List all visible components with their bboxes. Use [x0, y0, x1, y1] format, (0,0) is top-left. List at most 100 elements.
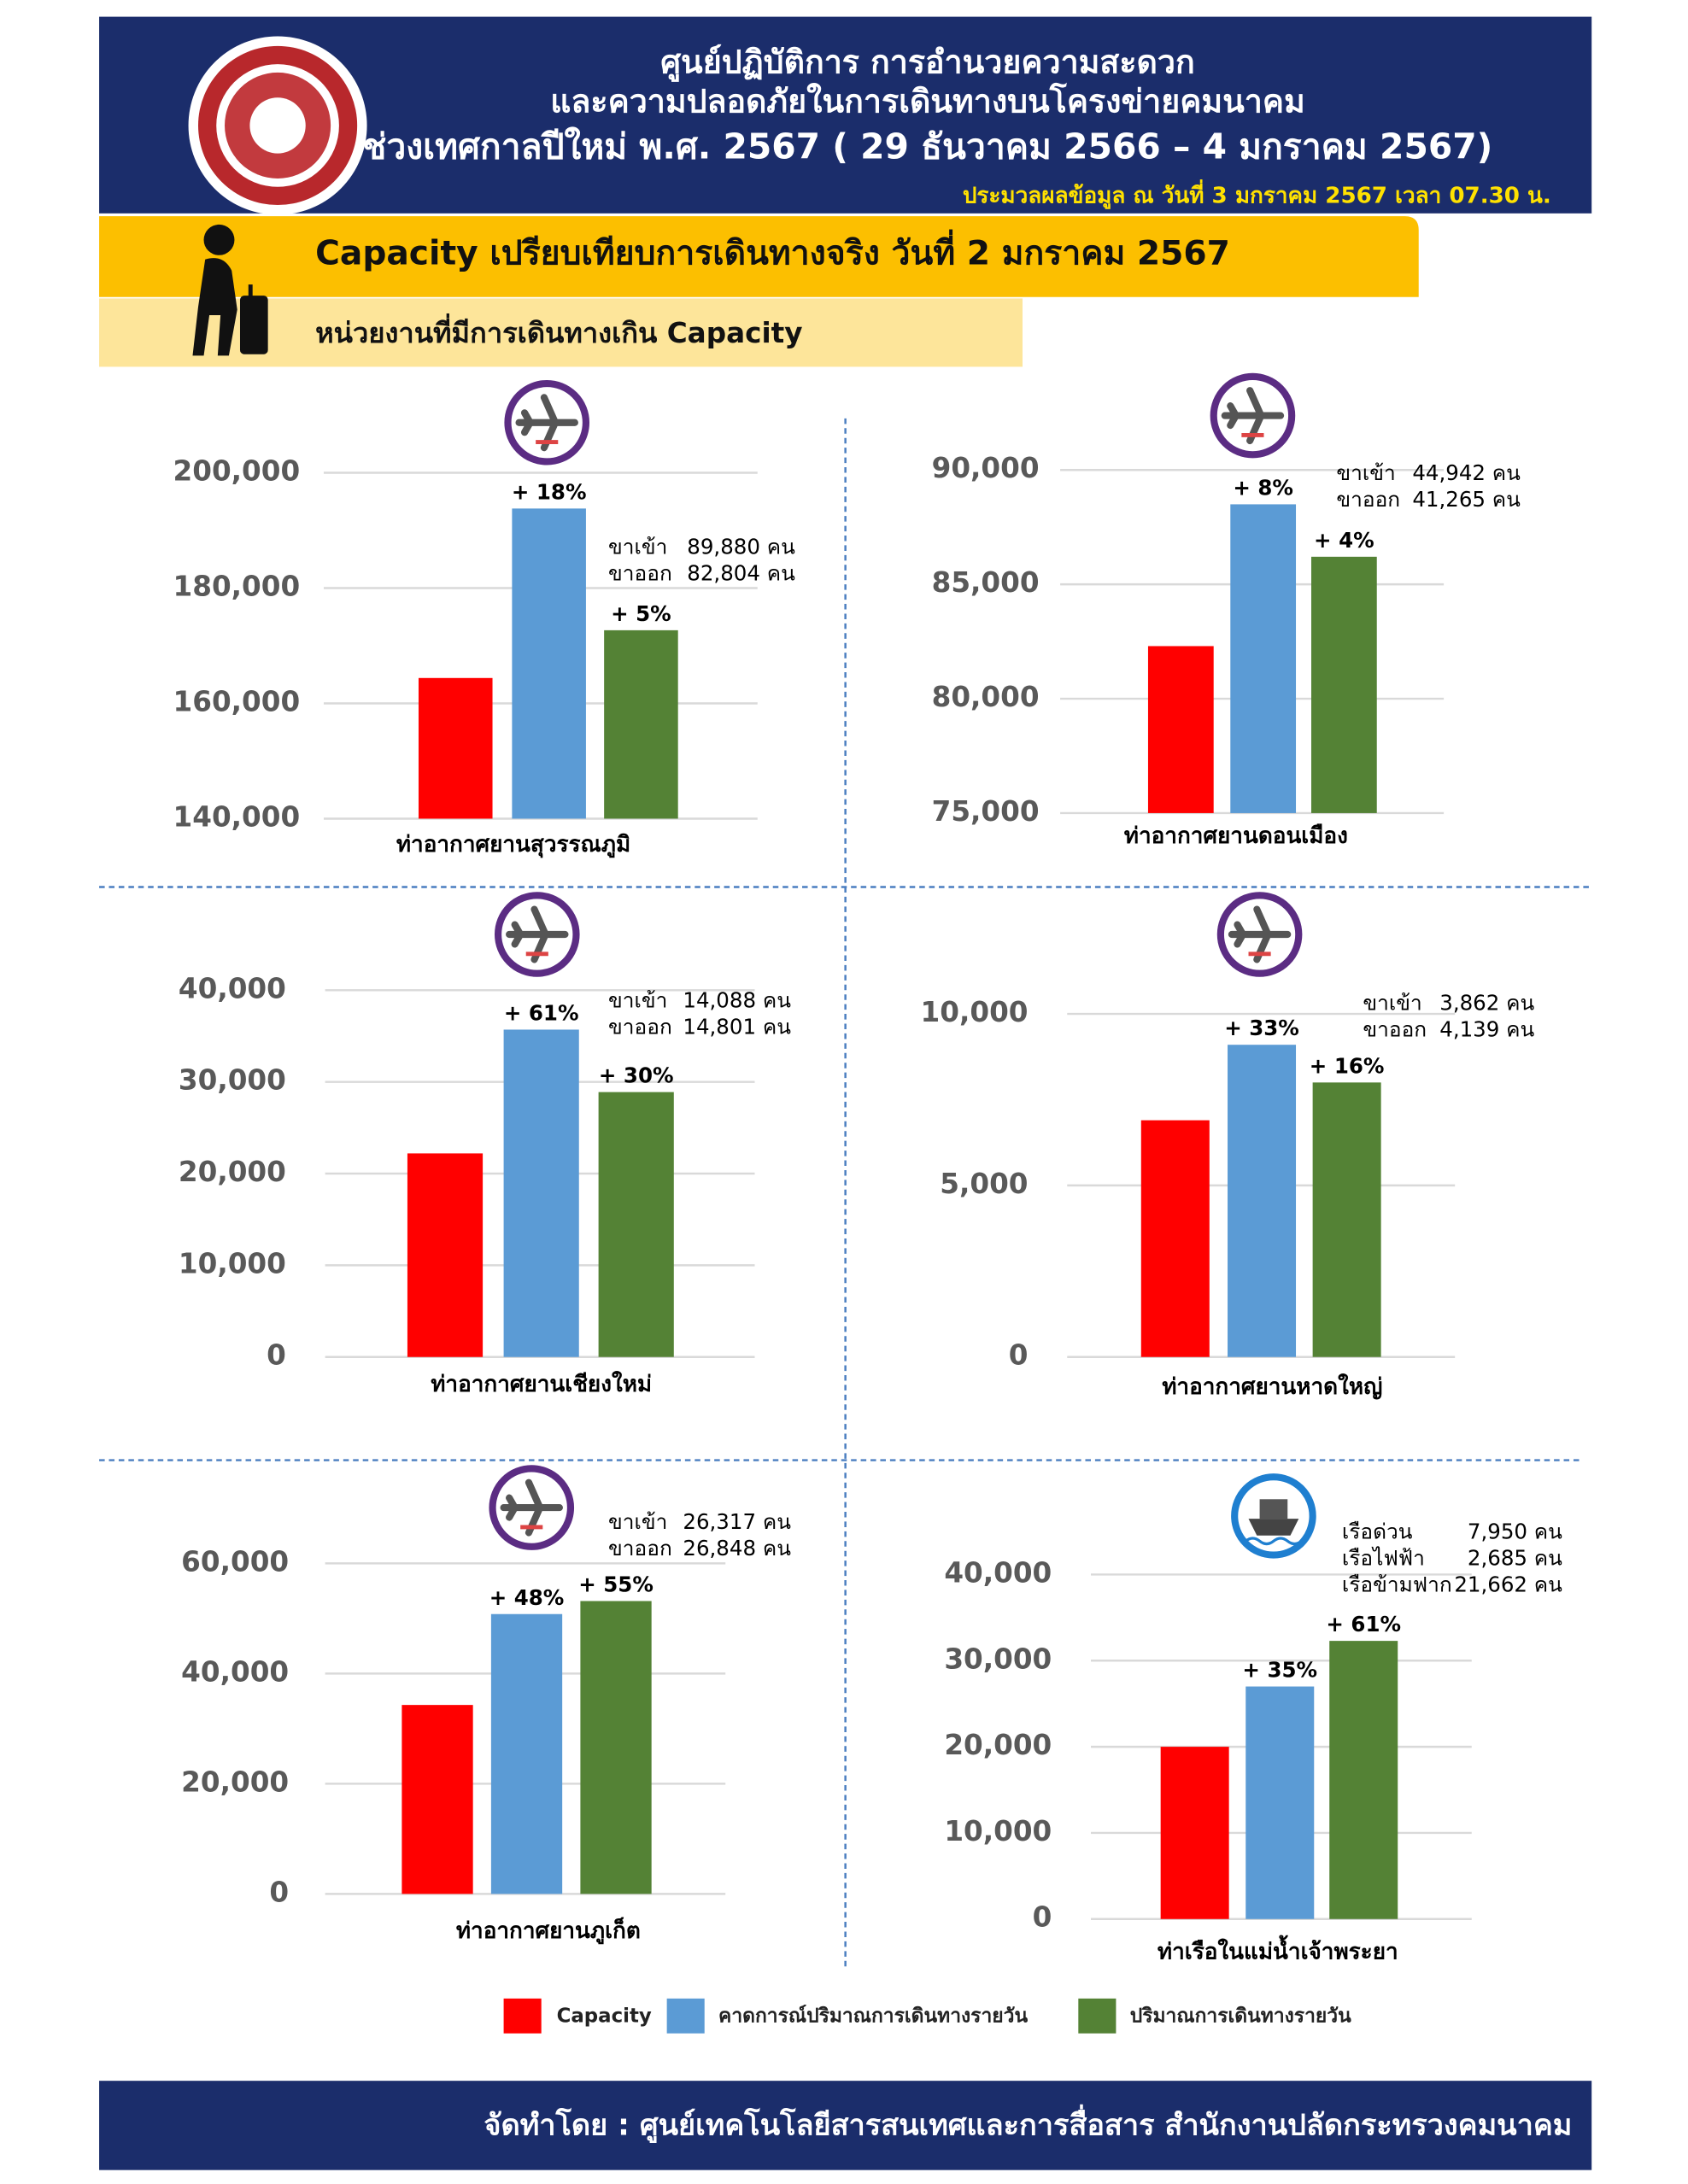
info-value: 44,942 คน	[1412, 460, 1521, 485]
bar	[604, 629, 678, 819]
plane	[1228, 905, 1292, 963]
bar	[512, 508, 586, 819]
info-label: เรือข้ามฟาก	[1342, 1572, 1452, 1597]
y-tick-label: 75,000	[932, 795, 1040, 828]
y-tick-label: 5,000	[940, 1168, 1028, 1200]
bar-note: + 55%	[578, 1572, 654, 1597]
y-tick-label: 85,000	[932, 566, 1040, 599]
chart-title: ท่าอากาศยานสุวรรณภูมิ	[396, 832, 630, 858]
info-label: เรือไฟฟ้า	[1342, 1545, 1425, 1570]
footer: จัดทำโดย : ศูนย์เทคโนโลยีสารสนเทศและการส…	[484, 2105, 1572, 2144]
info-value: 7,950 คน	[1468, 1519, 1562, 1543]
chart-title: ท่าเรือในแม่น้ำเจ้าพระยา	[1158, 1934, 1398, 1964]
y-tick-label: 0	[269, 1876, 289, 1908]
plane	[506, 905, 569, 963]
bar	[1245, 1686, 1315, 1919]
plane	[500, 1478, 563, 1537]
y-tick-label: 10,000	[921, 996, 1029, 1028]
logo	[188, 36, 367, 215]
legend-swatch	[666, 1998, 705, 2034]
bar	[1147, 646, 1214, 813]
info-label: ขาเข้า	[608, 1509, 667, 1534]
legend-swatch	[1078, 1998, 1117, 2034]
bar-note: + 4%	[1314, 528, 1374, 553]
water	[1245, 1537, 1303, 1546]
header-line: ศูนย์ปฏิบัติการ การอำนวยความสะดวก	[660, 44, 1195, 83]
info-label: ขาเข้า	[1363, 991, 1421, 1016]
y-tick-label: 10,000	[944, 1815, 1052, 1847]
info-value: 82,804 คน	[687, 561, 795, 586]
bar-note: + 18%	[512, 479, 587, 504]
plane	[515, 394, 578, 452]
y-tick-label: 140,000	[173, 800, 301, 833]
y-tick-label: 30,000	[944, 1642, 1052, 1675]
bar	[401, 1705, 473, 1894]
info-label: ขาออก	[608, 561, 672, 586]
y-tick-label: 90,000	[932, 452, 1040, 484]
chart-title: ท่าอากาศยานดอนเมือง	[1124, 823, 1348, 849]
banner	[99, 216, 1419, 297]
header-line: ช่วงเทศกาลปีใหม่ พ.ศ. 2567 ( 29 ธันวาคม …	[363, 126, 1493, 167]
y-tick-label: 0	[1009, 1339, 1029, 1372]
bar	[1230, 504, 1297, 813]
info-label: เรือด่วน	[1342, 1519, 1413, 1543]
bar	[1310, 556, 1377, 813]
icon	[1231, 1473, 1316, 1559]
bar	[598, 1092, 674, 1357]
legend-label: คาดการณ์ปริมาณการเดินทางรายวัน	[718, 2005, 1028, 2028]
y-tick-label: 40,000	[179, 972, 286, 1004]
boat-cabin	[1259, 1499, 1288, 1519]
bar-note: + 16%	[1310, 1053, 1385, 1078]
y-tick-label: 180,000	[173, 571, 301, 603]
footer-band	[99, 2081, 1592, 2170]
info-value: 14,801 คน	[683, 1014, 791, 1039]
bar	[418, 677, 493, 819]
bar-note: + 48%	[489, 1585, 565, 1610]
y-tick-label: 0	[267, 1339, 286, 1372]
bar-note: + 33%	[1224, 1016, 1299, 1040]
y-tick-label: 160,000	[173, 685, 301, 717]
info-label: ขาเข้า	[608, 535, 667, 559]
y-tick-label: 40,000	[181, 1655, 289, 1688]
info-label: ขาออก	[608, 1536, 672, 1560]
info-value: 26,848 คน	[683, 1536, 791, 1560]
boat	[1248, 1519, 1299, 1536]
icon	[1210, 372, 1296, 459]
bar-note: + 30%	[599, 1063, 674, 1088]
y-tick-label: 40,000	[944, 1556, 1052, 1589]
icon	[504, 379, 590, 465]
y-tick-label: 10,000	[179, 1247, 286, 1279]
info-label: ขาออก	[608, 1014, 672, 1039]
plane	[1221, 387, 1285, 445]
info-value: 21,662 คน	[1454, 1572, 1562, 1597]
bar	[503, 1029, 579, 1357]
bar	[407, 1153, 484, 1357]
info-label: ขาออก	[1363, 1017, 1427, 1042]
bar	[1140, 1120, 1210, 1357]
banner-subtitle: หน่วยงานที่มีการเดินทางเกิน Capacity	[315, 313, 802, 349]
info-label: ขาออก	[1336, 487, 1400, 512]
bar	[1228, 1045, 1297, 1357]
y-tick-label: 200,000	[173, 455, 301, 488]
bar	[1329, 1641, 1398, 1919]
y-tick-label: 20,000	[181, 1765, 289, 1798]
chart-title: ท่าอากาศยานภูเก็ต	[456, 1916, 641, 1945]
header-note: ประมวลผลข้อมูล ณ วันที่ 3 มกราคม 2567 เว…	[963, 179, 1551, 210]
legend-label: ปริมาณการเดินทางรายวัน	[1130, 2005, 1351, 2028]
header-line: และความปลอดภัยในการเดินทางบนโครงข่ายคมนา…	[550, 82, 1304, 120]
info-value: 2,685 คน	[1468, 1545, 1562, 1570]
dividers	[99, 418, 1592, 1970]
info-value: 3,862 คน	[1439, 991, 1534, 1016]
bar-note: + 5%	[611, 601, 671, 626]
bar-note: + 8%	[1233, 475, 1293, 500]
bar	[490, 1613, 563, 1894]
icon	[489, 1465, 575, 1550]
traveler-icon	[192, 224, 268, 356]
chart-title: ท่าอากาศยานหาดใหญ่	[1162, 1373, 1382, 1400]
info-label: ขาเข้า	[608, 987, 667, 1012]
chart-title: ท่าอากาศยานเชียงใหม่	[431, 1370, 652, 1397]
y-tick-label: 0	[1033, 1901, 1052, 1934]
y-tick-label: 80,000	[932, 681, 1040, 713]
info-label: ขาเข้า	[1336, 460, 1395, 485]
